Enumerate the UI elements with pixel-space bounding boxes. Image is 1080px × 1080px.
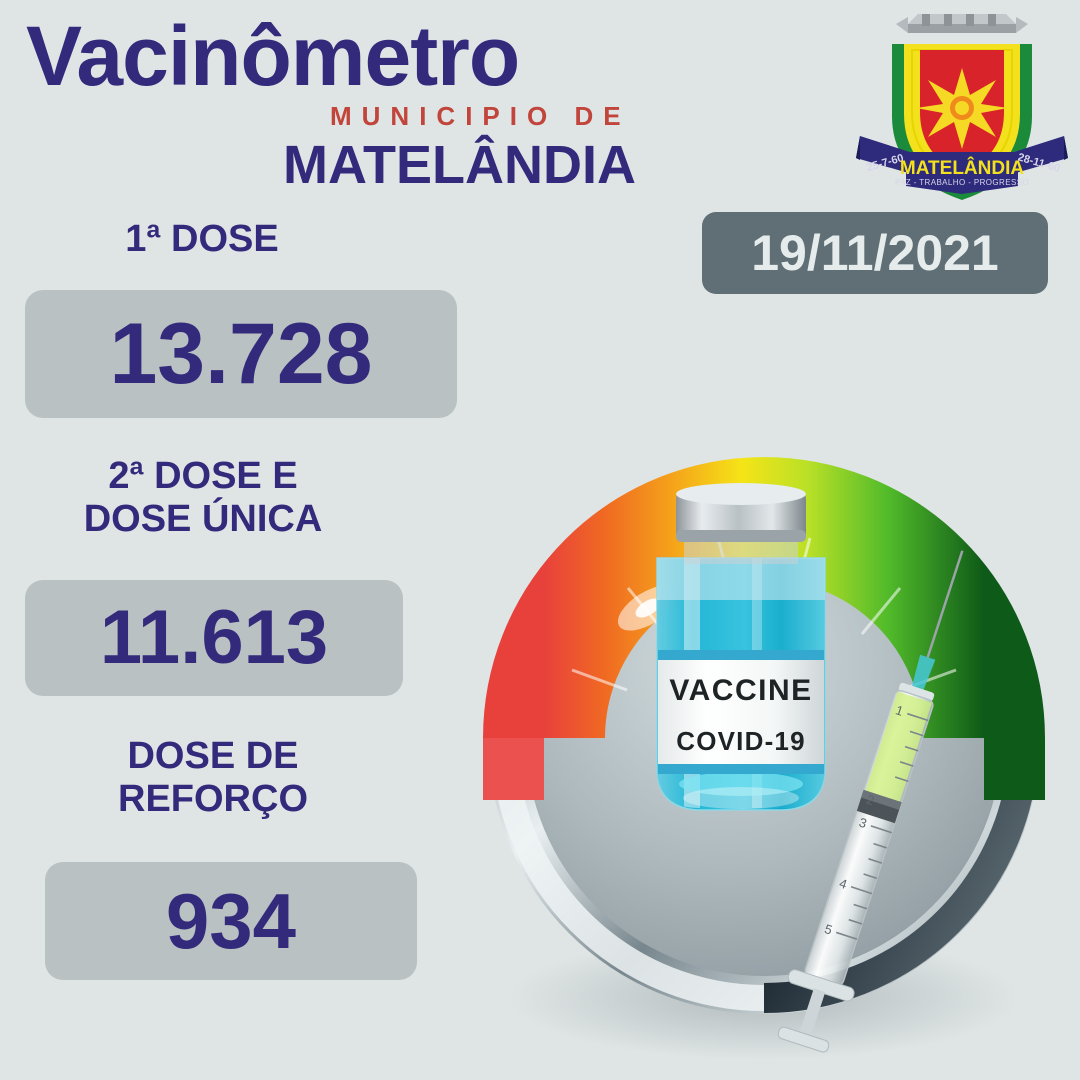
date-value: 19/11/2021	[751, 225, 999, 281]
stat-label-booster-dose: DOSE DE REFORÇO	[118, 735, 308, 820]
syringe-mark-5: 5	[823, 921, 835, 938]
vaccine-gauge-illustration: 1 2 3 4 5	[452, 438, 1076, 1066]
syringe-mark-1: 1	[894, 702, 906, 719]
stat-value-first-dose: 13.728	[109, 306, 373, 402]
subtitle-municipio: MUNICIPIO DE	[330, 101, 631, 131]
stat-box-second-dose: 11.613	[25, 580, 403, 696]
stat-box-first-dose: 13.728	[25, 290, 457, 418]
crest-city-name: MATELÂNDIA	[900, 157, 1024, 179]
stat-box-booster-dose: 934	[45, 862, 417, 980]
page-title: Vacinômetro	[26, 9, 520, 103]
crest-motto: PAZ - TRABALHO - PROGRESSO	[895, 178, 1029, 187]
stat-value-booster-dose: 934	[165, 877, 297, 965]
status-badge: 19/11/2021	[702, 212, 1048, 294]
vial-label-covid: COVID-19	[676, 726, 806, 756]
syringe-mark-2: 2	[865, 792, 877, 809]
syringe-graduations	[835, 712, 929, 940]
city-name: MATELÂNDIA	[283, 135, 636, 195]
coat-of-arms-icon: 25-7-60 28-11-60 MATELÂNDIA PAZ - TRABAL…	[856, 4, 1068, 209]
vaccine-vial-icon: VACCINE COVID-19	[656, 483, 826, 811]
syringe-icon: 1 2 3 4 5	[777, 550, 964, 1053]
stat-label-first-dose: 1ª DOSE	[125, 218, 279, 260]
stat-value-second-dose: 11.613	[99, 595, 329, 680]
stat-label-second-dose: 2ª DOSE E DOSE ÚNICA	[83, 455, 323, 540]
syringe-mark-4: 4	[837, 875, 849, 892]
syringe-mark-3: 3	[857, 815, 869, 832]
vial-label-vaccine: VACCINE	[669, 674, 812, 707]
vial-label	[658, 650, 824, 774]
